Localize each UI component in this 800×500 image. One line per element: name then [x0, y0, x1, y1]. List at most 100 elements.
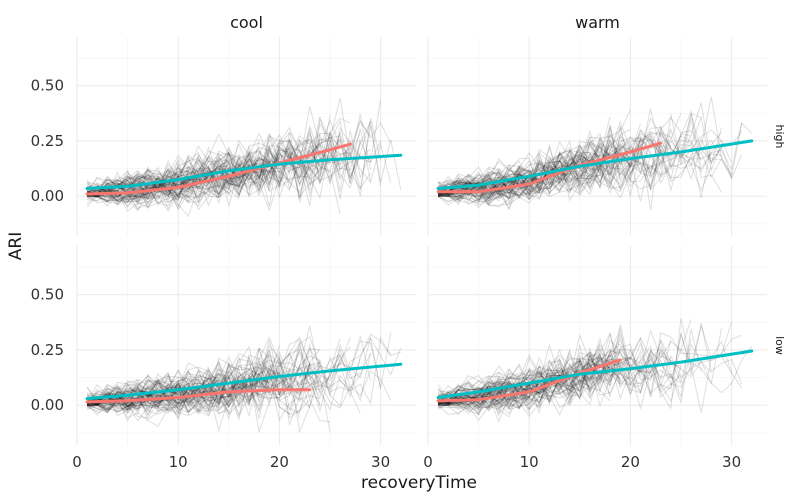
- trajectory-line: [438, 395, 520, 416]
- trajectory-line: [437, 354, 621, 412]
- y-axis-title: ARI: [6, 232, 26, 260]
- gridlines: [427, 246, 767, 445]
- trajectory-line: [437, 135, 652, 195]
- trajectory-line: [437, 139, 702, 202]
- trajectory-line: [86, 349, 321, 425]
- y-tick-label: 0.50: [31, 77, 64, 95]
- trajectory-line: [437, 358, 621, 410]
- trajectory-line: [87, 366, 210, 414]
- x-tick-label: 30: [371, 453, 390, 471]
- panel-cool-high: [76, 37, 416, 236]
- trajectory-line: [86, 179, 159, 200]
- trajectory-line: [437, 180, 530, 205]
- facet-label-low: low: [773, 336, 786, 355]
- trajectory-line: [438, 369, 611, 408]
- trajectory-line: [86, 361, 250, 412]
- trajectory-line: [438, 116, 682, 206]
- trajectory-line: [438, 332, 641, 403]
- trajectory-line: [86, 347, 290, 408]
- trajectory-line: [86, 148, 270, 195]
- x-tick-label: 10: [520, 453, 539, 471]
- trajectory-line: [86, 345, 280, 403]
- trajectory-line: [438, 117, 702, 192]
- trajectory-line: [86, 386, 230, 411]
- trajectory-line: [437, 123, 641, 195]
- y-tick-label: 0.00: [31, 396, 64, 414]
- panel-cool-low: [76, 246, 416, 445]
- trajectory-line: [438, 352, 611, 398]
- trajectory-line: [438, 348, 682, 406]
- trajectory-line: [437, 170, 561, 206]
- trajectory-line: [438, 177, 540, 197]
- trajectory-line: [87, 179, 179, 204]
- trajectory-line: [437, 381, 550, 407]
- trajectory-line: [437, 151, 601, 200]
- trajectory-line: [87, 369, 280, 417]
- trajectory-line: [438, 143, 702, 202]
- teal-smooth-line: [85, 153, 403, 190]
- trajectory-line: [86, 146, 341, 202]
- trajectory-line: [86, 358, 311, 403]
- trajectory-line: [87, 336, 351, 408]
- coral-smooth-line: [85, 388, 312, 404]
- x-tick-label: 0: [72, 453, 82, 471]
- trajectory-line: [86, 352, 280, 404]
- trajectory-line: [438, 139, 631, 206]
- trajectory-line: [437, 392, 530, 408]
- trajectory-line: [87, 147, 270, 207]
- trajectory-line: [87, 113, 371, 206]
- trajectory-line: [86, 347, 361, 413]
- trajectory-line: [438, 158, 621, 197]
- x-tick-label: 10: [169, 453, 188, 471]
- trajectory-line: [87, 374, 280, 427]
- trajectory-line: [437, 360, 631, 399]
- trajectory-line: [437, 126, 672, 197]
- trajectory-line: [438, 116, 611, 194]
- trajectory-line: [437, 177, 560, 202]
- trajectory-line: [438, 354, 591, 409]
- trajectory-line: [86, 166, 240, 210]
- trajectory-line: [437, 397, 520, 415]
- trajectory-line: [86, 349, 351, 408]
- gridlines: [427, 37, 767, 236]
- trajectory-line: [437, 328, 702, 405]
- x-axis-title: recoveryTime: [361, 473, 477, 493]
- trajectory-line: [437, 360, 581, 407]
- trajectory-line: [438, 351, 621, 418]
- trajectory-line: [86, 338, 341, 405]
- trajectory-line: [86, 127, 351, 207]
- trajectory-line: [87, 391, 199, 422]
- trajectory-line: [437, 171, 540, 200]
- trajectory-line: [87, 325, 402, 404]
- trajectory-line: [437, 319, 692, 403]
- y-tick-label: 0.00: [31, 187, 64, 205]
- trajectory-line: [437, 133, 692, 198]
- trajectory-line: [86, 150, 260, 209]
- trajectory-line: [437, 339, 672, 402]
- trajectory-line: [86, 131, 351, 198]
- trajectory-line: [437, 343, 631, 403]
- trajectory-line: [438, 348, 601, 424]
- trajectory-line: [86, 151, 290, 201]
- trajectory-line: [437, 360, 631, 416]
- trajectory-line: [437, 141, 631, 200]
- trajectory-line: [86, 167, 230, 198]
- trajectory-line: [437, 112, 682, 197]
- trajectory-line: [87, 130, 371, 206]
- trajectory-line: [87, 173, 199, 204]
- teal-smooth-line: [436, 139, 754, 190]
- trajectory-line: [437, 138, 722, 200]
- x-tick-label: 0: [423, 453, 433, 471]
- trajectory-line: [437, 157, 621, 203]
- facet-label-cool: cool: [230, 13, 263, 32]
- trajectory-line: [437, 359, 601, 422]
- trajectory-line: [438, 114, 722, 198]
- trajectory-line: [437, 109, 631, 191]
- trajectory-line: [87, 117, 382, 197]
- trajectory-line: [437, 318, 743, 410]
- individual-trajectories: [86, 325, 402, 434]
- x-tick-label: 20: [621, 453, 640, 471]
- trajectory-line: [86, 386, 321, 418]
- panels-layer: cool warm high low 0.00 0.25 0.50 0.00 0.25 0.50 0…: [31, 13, 786, 471]
- trajectory-line: [86, 370, 331, 434]
